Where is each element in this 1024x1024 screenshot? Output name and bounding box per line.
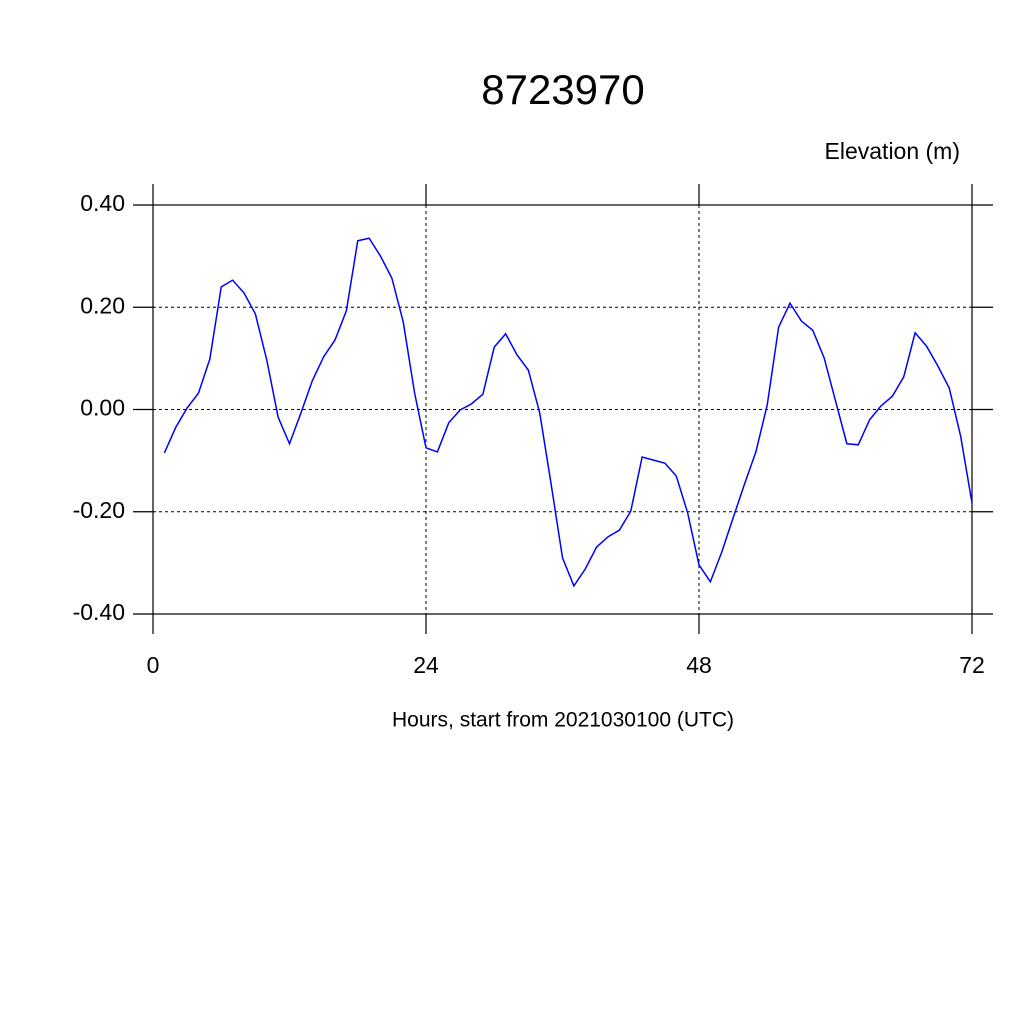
x-tick-label: 72 — [959, 652, 985, 678]
y-tick-label: -0.20 — [73, 497, 125, 523]
y-axis-label: Elevation (m) — [825, 138, 960, 164]
y-tick-label: 0.40 — [80, 190, 125, 216]
x-axis-label: Hours, start from 2021030100 (UTC) — [392, 709, 734, 732]
chart-title: 8723970 — [481, 66, 645, 113]
y-tick-label: 0.20 — [80, 292, 125, 318]
x-tick-label: 48 — [686, 652, 712, 678]
data-line — [163, 237, 973, 588]
y-tick-label: -0.40 — [73, 599, 125, 625]
x-tick-label: 0 — [147, 652, 160, 678]
y-tick-label: 0.00 — [80, 395, 125, 421]
plot-frame — [152, 204, 973, 615]
x-tick-label: 24 — [413, 652, 439, 678]
